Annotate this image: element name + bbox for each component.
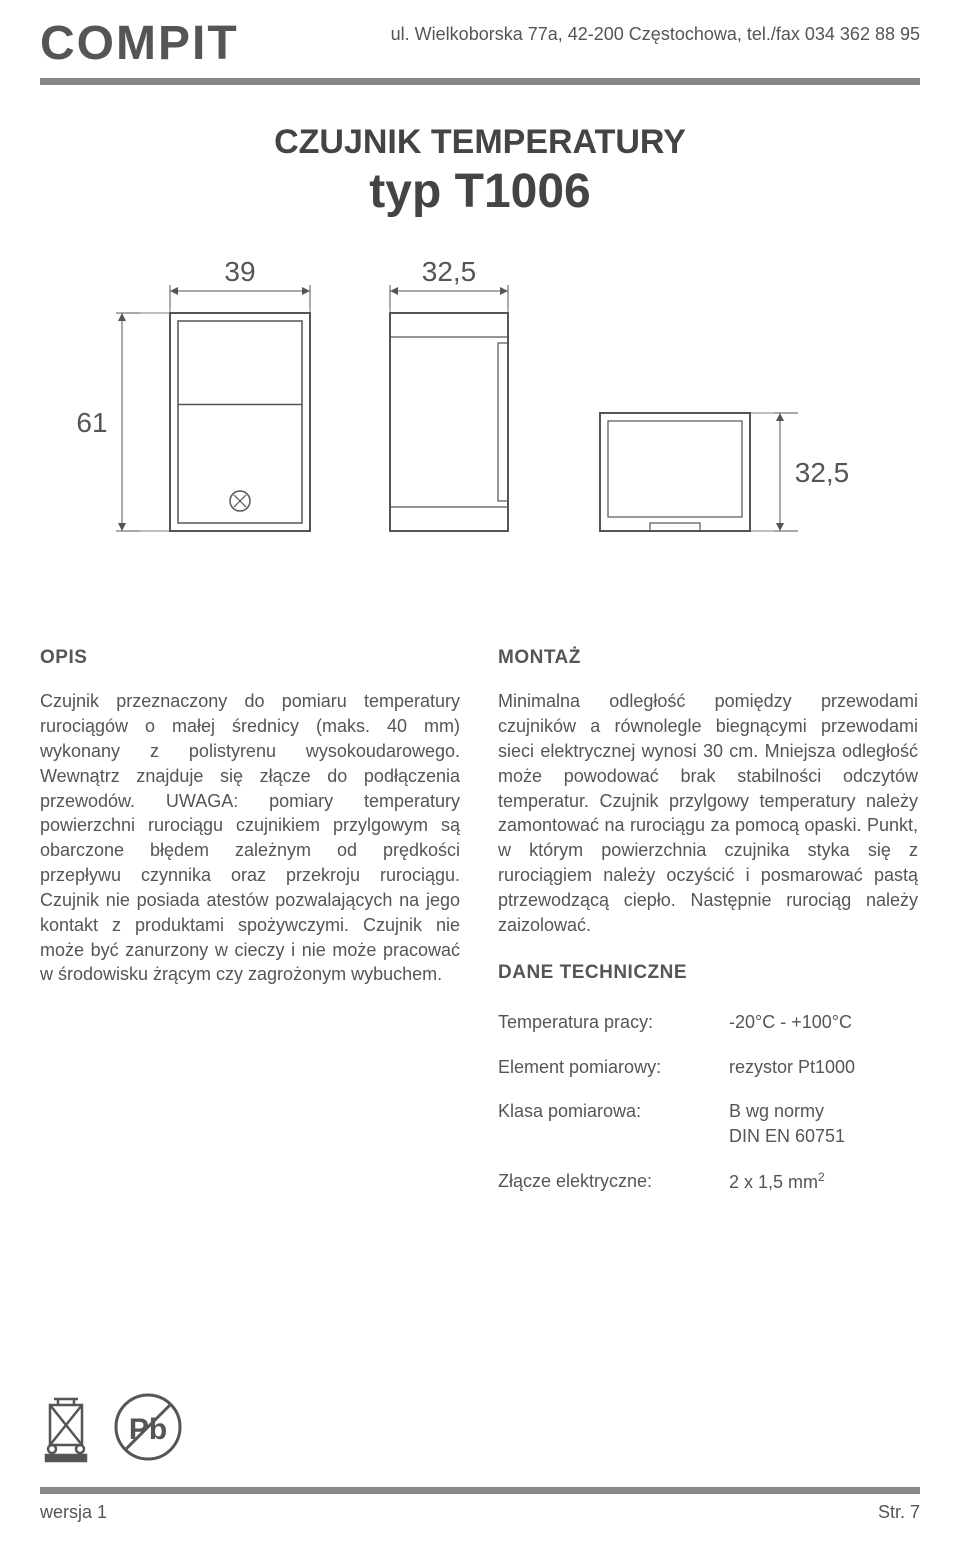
company-logo: COMPIT: [40, 20, 239, 68]
pb-free-icon: Pb: [112, 1391, 184, 1463]
svg-text:61: 61: [76, 407, 107, 438]
column-right: MONTAŻ Minimalna odległość pomiędzy prze…: [498, 645, 918, 1215]
page-footer: wersja 1 Str. 7: [40, 1487, 920, 1523]
dane-heading: DANE TECHNICZNE: [498, 960, 918, 986]
montaz-body: Minimalna odległość pomiędzy przewodami …: [498, 689, 918, 937]
spec-value: -20°C - +100°C: [729, 1010, 918, 1035]
spec-value: rezystor Pt1000: [729, 1055, 918, 1080]
diagram-svg: 39 32,5 61 32,5: [40, 243, 920, 613]
compliance-icons: Pb: [40, 1391, 184, 1463]
spec-value: 2 x 1,5 mm2: [729, 1169, 918, 1195]
footer-divider: [40, 1487, 920, 1494]
spec-row: Element pomiarowy: rezystor Pt1000: [498, 1055, 918, 1080]
column-left: OPIS Czujnik przeznaczony do pomiaru tem…: [40, 645, 460, 1215]
page-number: Str. 7: [878, 1502, 920, 1523]
spec-label: Klasa pomiarowa:: [498, 1099, 729, 1149]
title-category: CZUJNIK TEMPERATURY: [40, 123, 920, 162]
document-title: CZUJNIK TEMPERATURY typ T1006: [40, 123, 920, 219]
svg-text:32,5: 32,5: [422, 256, 477, 287]
svg-text:32,5: 32,5: [795, 457, 850, 488]
spec-row: Klasa pomiarowa: B wg normy DIN EN 60751: [498, 1099, 918, 1149]
svg-text:Pb: Pb: [129, 1413, 167, 1446]
montaz-heading: MONTAŻ: [498, 645, 918, 671]
spec-label: Temperatura pracy:: [498, 1010, 729, 1035]
specs-table: Temperatura pracy: -20°C - +100°C Elemen…: [498, 1010, 918, 1195]
weee-icon: [40, 1391, 92, 1463]
title-model: typ T1006: [40, 164, 920, 219]
spec-row: Złącze elektryczne: 2 x 1,5 mm2: [498, 1169, 918, 1195]
opis-heading: OPIS: [40, 645, 460, 671]
version-label: wersja 1: [40, 1502, 107, 1523]
header-divider: [40, 78, 920, 85]
opis-body: Czujnik przeznaczony do pomiaru temperat…: [40, 689, 460, 987]
company-address: ul. Wielkoborska 77a, 42-200 Częstochowa…: [391, 24, 920, 45]
spec-label: Złącze elektryczne:: [498, 1169, 729, 1195]
page-header: COMPIT ul. Wielkoborska 77a, 42-200 Częs…: [40, 20, 920, 68]
content-columns: OPIS Czujnik przeznaczony do pomiaru tem…: [40, 645, 920, 1215]
spec-value: B wg normy DIN EN 60751: [729, 1099, 918, 1149]
technical-diagram: 39 32,5 61 32,5: [40, 243, 920, 613]
svg-text:39: 39: [224, 256, 255, 287]
spec-label: Element pomiarowy:: [498, 1055, 729, 1080]
spec-row: Temperatura pracy: -20°C - +100°C: [498, 1010, 918, 1035]
